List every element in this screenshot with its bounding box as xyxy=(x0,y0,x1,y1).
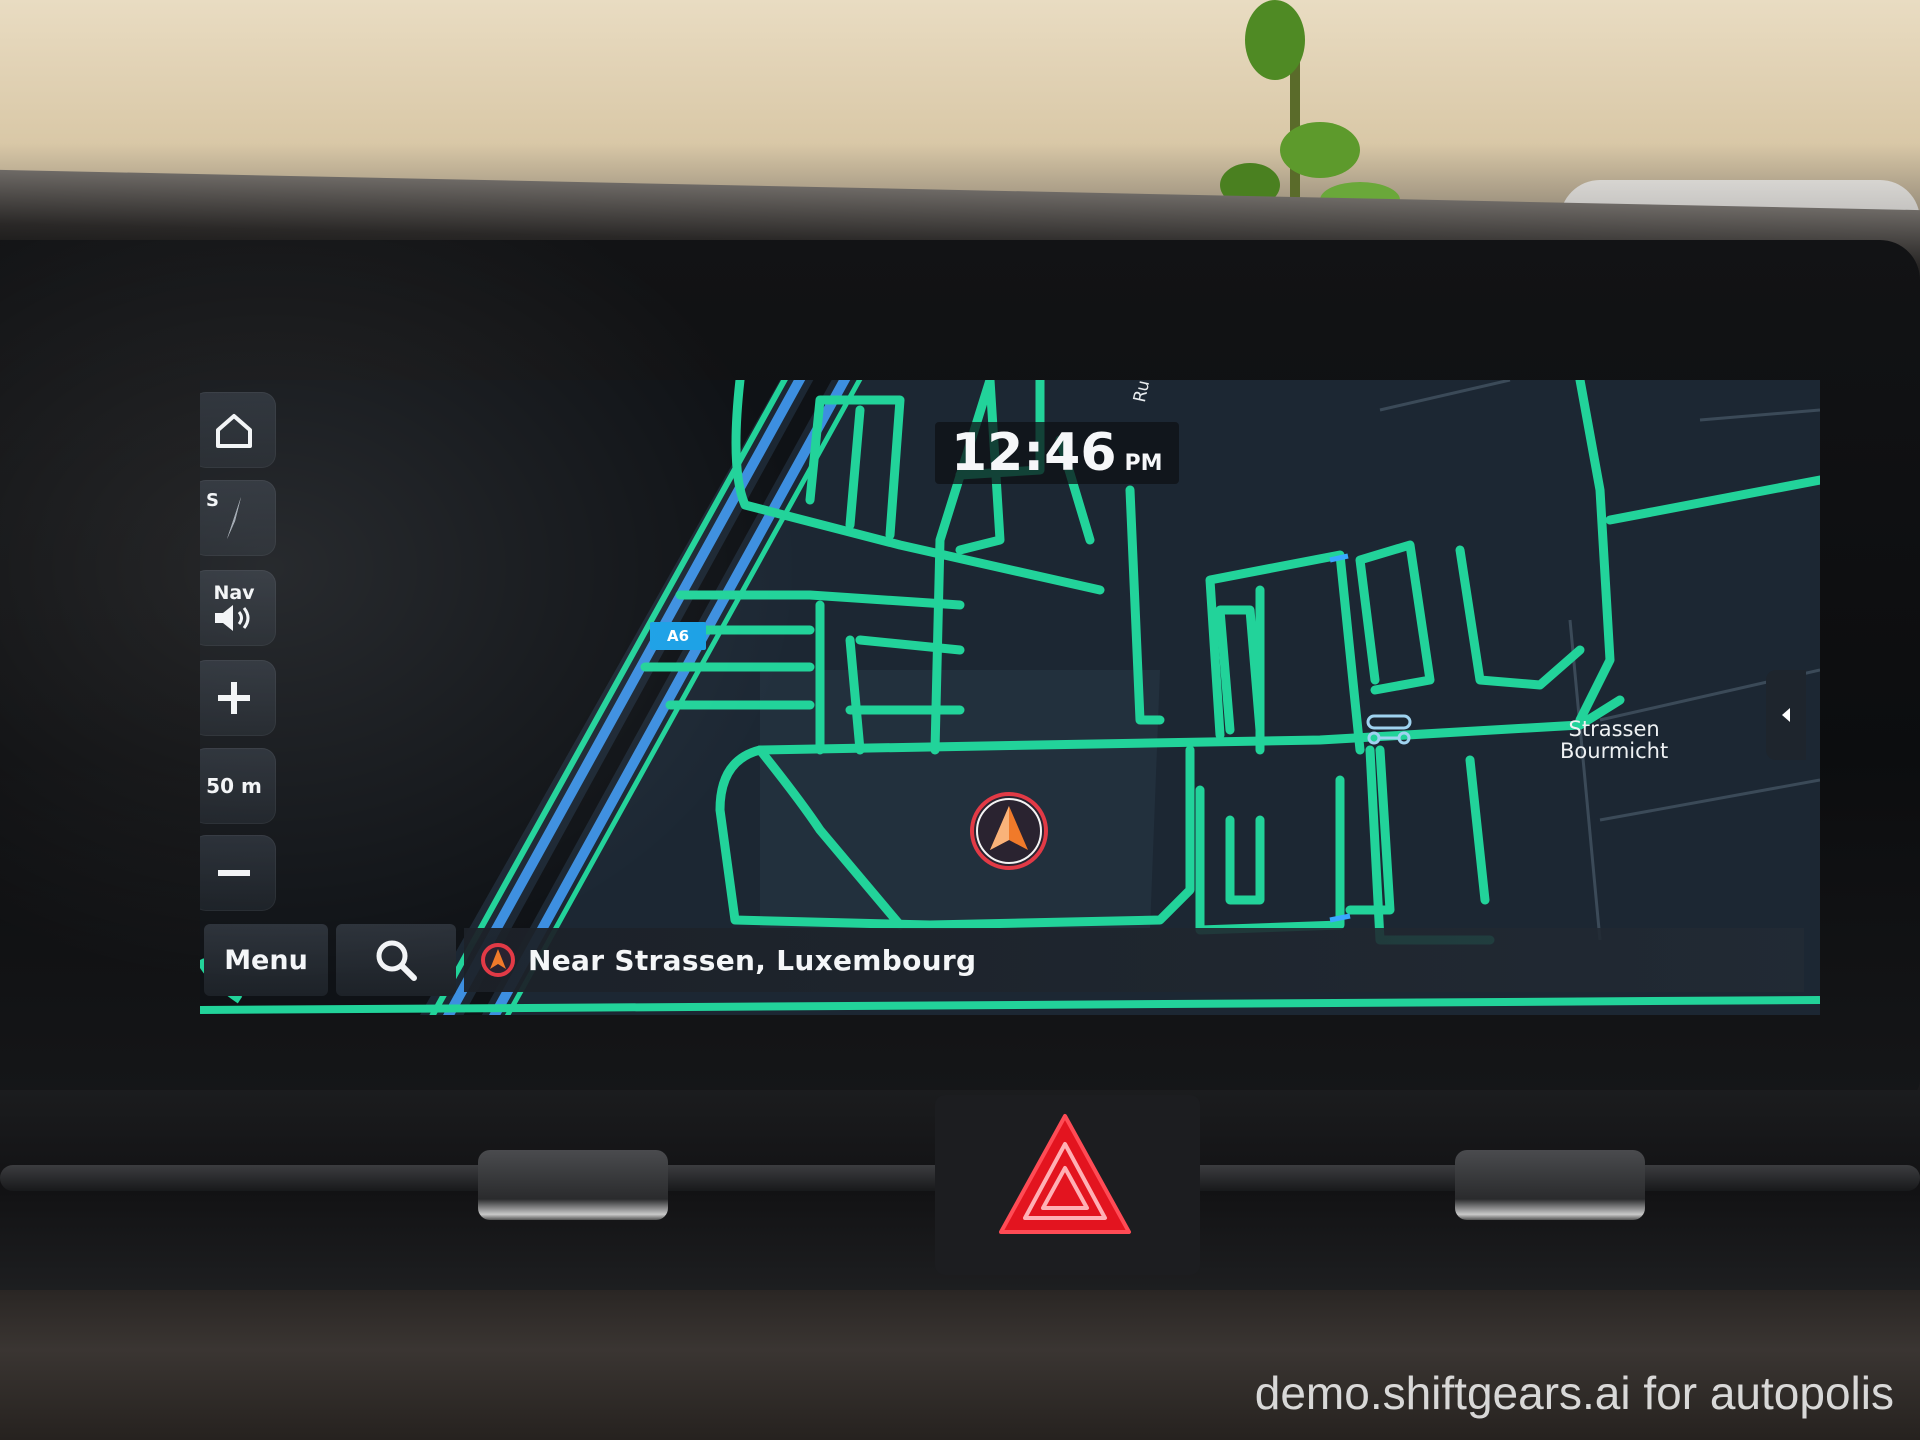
side-panel-toggle[interactable] xyxy=(1766,670,1806,760)
chevron-left-icon xyxy=(1782,708,1790,722)
vent-control-right[interactable] xyxy=(1455,1150,1645,1220)
place-label: Strassen Bourmicht xyxy=(1560,718,1668,762)
search-button[interactable] xyxy=(336,924,456,996)
home-button[interactable] xyxy=(200,392,276,468)
clock-ampm: PM xyxy=(1124,451,1163,476)
vehicle-position-icon xyxy=(970,792,1048,870)
map-scale-indicator: 50 m xyxy=(200,748,276,824)
highway-shield: A6 xyxy=(650,622,706,650)
map-scale-label: 50 m xyxy=(206,774,262,798)
plus-icon xyxy=(218,682,250,714)
place-label-line1: Strassen xyxy=(1568,717,1660,741)
watermark-text: demo.shiftgears.ai for autopolis xyxy=(1254,1367,1894,1419)
zoom-in-button[interactable] xyxy=(200,660,276,736)
vent-control-left[interactable] xyxy=(478,1150,668,1220)
menu-button[interactable]: Menu xyxy=(204,924,328,996)
location-arrow-icon xyxy=(481,943,515,977)
nav-volume-button[interactable]: Nav xyxy=(200,570,276,646)
dashboard-surface xyxy=(0,1290,1920,1440)
search-icon xyxy=(376,940,417,981)
place-label-line2: Bourmicht xyxy=(1560,739,1669,763)
current-location-text: Near Strassen, Luxembourg xyxy=(528,943,977,977)
home-icon xyxy=(216,414,252,448)
compass-needle-icon xyxy=(227,497,241,539)
speaker-icon xyxy=(215,605,250,631)
compass-heading-letter: S xyxy=(206,490,219,511)
compass-button[interactable]: S xyxy=(200,480,276,556)
nav-volume-label: Nav xyxy=(213,582,255,604)
clock-display: 12:46 PM xyxy=(935,422,1179,484)
map-roads xyxy=(200,380,1820,1015)
dealer-poi-icon[interactable] xyxy=(1364,712,1414,748)
zoom-out-button[interactable] xyxy=(200,835,276,911)
minus-icon xyxy=(218,870,250,876)
current-location-bar[interactable]: Near Strassen, Luxembourg xyxy=(464,928,1804,992)
clock-time: 12:46 xyxy=(951,423,1117,483)
hazard-warning-icon[interactable] xyxy=(995,1110,1135,1240)
navigation-map[interactable]: 12:46 PM Rue du Puits A6 Strassen Bourmi… xyxy=(200,380,1820,1015)
infotainment-screen: 12:46 PM Rue du Puits A6 Strassen Bourmi… xyxy=(200,380,1820,1015)
